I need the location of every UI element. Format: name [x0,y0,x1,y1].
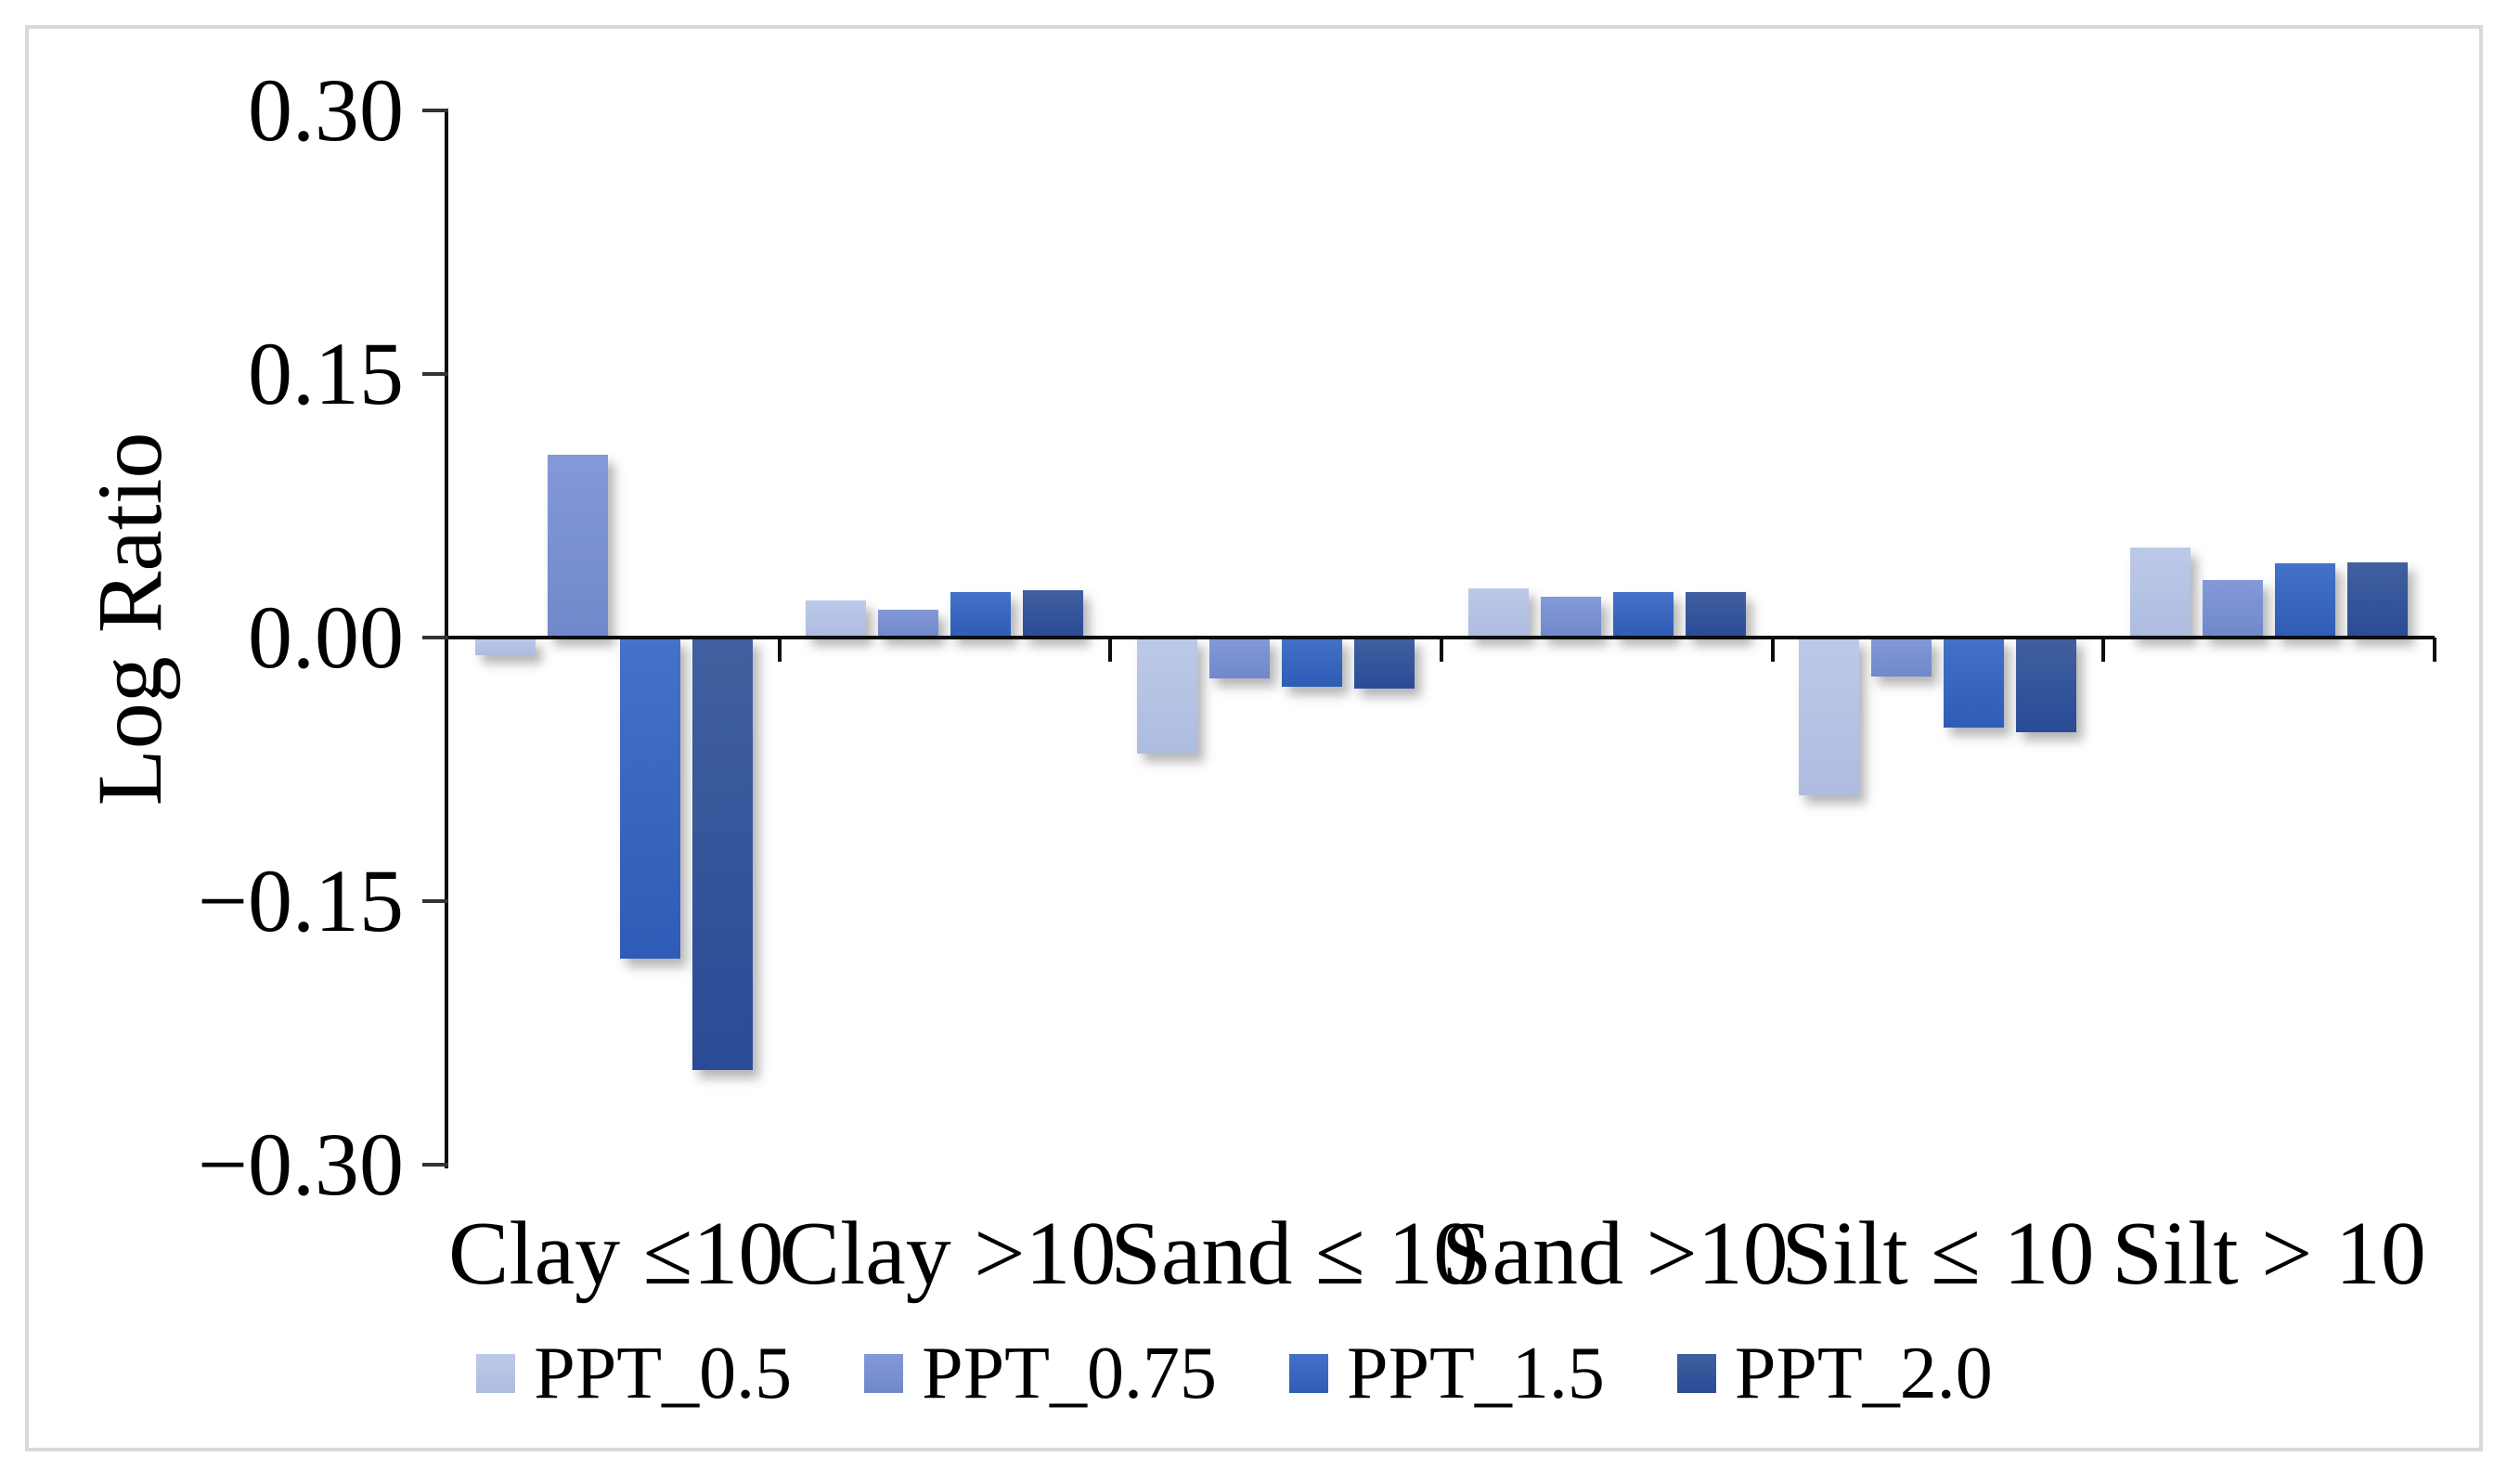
bar-PPT_0.75-1 [547,455,608,638]
category-label: Clay >10 [779,1204,1117,1304]
category-label: Silt ≤ 10 [1781,1204,2095,1304]
legend: PPT_0.5 PPT_0.75 PPT_1.5 PPT_2.0 [0,1329,2469,1418]
bar-PPT_0.5-1 [474,638,536,655]
bar-PPT_1.5-4 [1612,591,1674,638]
bar-PPT_2.0-1 [691,638,753,1070]
legend-swatch-icon [864,1354,904,1393]
x-tick-mark [1440,638,1443,662]
legend-item-PPT_2.0: PPT_2.0 [1676,1329,1993,1418]
y-tick-label: 0.00 [248,587,404,687]
bar-PPT_2.0-4 [1685,591,1746,638]
bar-PPT_0.75-2 [878,609,939,638]
bar-PPT_0.75-3 [1208,638,1270,678]
bar-PPT_1.5-3 [1281,638,1342,687]
bar-PPT_0.75-6 [2202,579,2263,638]
legend-label: PPT_1.5 [1347,1333,1605,1414]
y-tick-mark [422,636,448,639]
y-tick-mark [422,109,448,112]
y-tick-label: 0.15 [248,324,404,423]
y-axis-line [445,110,448,1168]
bar-PPT_2.0-5 [2016,638,2077,733]
x-tick-mark [2433,638,2436,662]
x-tick-mark [1770,638,1775,662]
y-tick-label: −0.30 [197,1114,404,1214]
legend-item-PPT_0.75: PPT_0.75 [864,1329,1217,1418]
legend-swatch-icon [1676,1354,1716,1393]
legend-label: PPT_2.0 [1734,1333,1993,1414]
bar-PPT_2.0-3 [1353,638,1415,689]
legend-label: PPT_0.5 [534,1333,793,1414]
y-tick-label: 0.30 [248,60,404,160]
figure-border [25,25,2483,1451]
category-label: Clay ≤10 [448,1204,784,1304]
bar-PPT_0.5-3 [1136,638,1197,754]
category-label: Silt > 10 [2112,1204,2426,1304]
bar-PPT_0.5-4 [1467,587,1529,638]
bar-PPT_1.5-5 [1944,638,2005,728]
bar-PPT_0.5-6 [2129,548,2190,638]
y-tick-label: −0.15 [197,850,404,950]
bar-PPT_0.5-2 [806,600,867,638]
bar-PPT_2.0-6 [2346,561,2408,638]
legend-swatch-icon [476,1354,516,1393]
legend-swatch-icon [1289,1354,1328,1393]
bar-PPT_0.75-4 [1540,597,1601,638]
legend-item-PPT_0.5: PPT_0.5 [476,1329,792,1418]
x-tick-mark [2101,638,2106,662]
bar-PPT_1.5-6 [2274,563,2335,638]
bar-PPT_0.75-5 [1871,638,1932,677]
y-tick-mark [422,1162,448,1167]
category-label: Sand >10 [1441,1204,1789,1304]
category-label: Sand ≤ 10 [1110,1204,1480,1304]
legend-item-PPT_1.5: PPT_1.5 [1289,1329,1605,1418]
x-tick-mark [777,638,782,662]
bar-PPT_1.5-2 [950,591,1012,638]
y-tick-mark [422,898,448,903]
bar-PPT_2.0-2 [1023,589,1084,638]
bar-PPT_0.5-5 [1799,638,1860,796]
legend-label: PPT_0.75 [922,1333,1217,1414]
x-tick-mark [1108,638,1113,662]
y-tick-mark [422,372,448,376]
bar-PPT_1.5-1 [619,638,680,960]
